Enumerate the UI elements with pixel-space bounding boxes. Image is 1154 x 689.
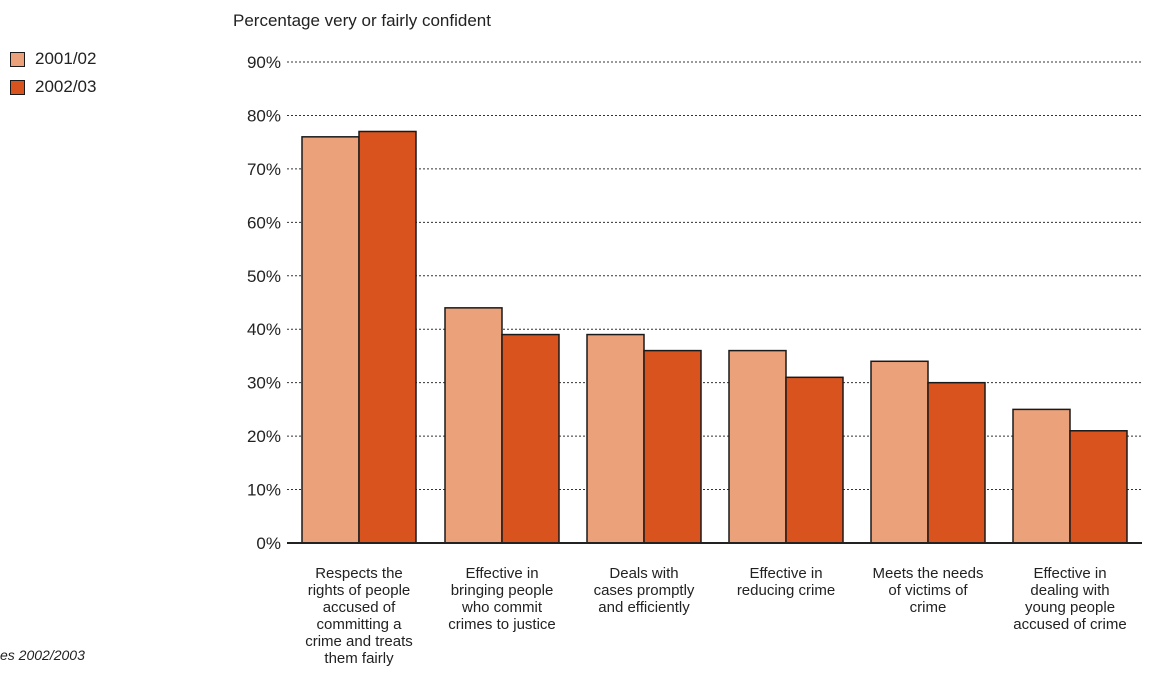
legend-item-2002-03: 2002/03 (10, 77, 96, 97)
source-note: es 2002/2003 (0, 647, 85, 663)
bar (358, 130, 417, 544)
x-category-label: Meets the needs of victims of crime (873, 565, 984, 616)
y-tick-label: 90% (247, 53, 281, 72)
y-tick-label: 50% (247, 267, 281, 286)
x-category-label: Effective in reducing crime (737, 565, 835, 599)
x-category-label: Deals with cases promptly and efficiently (594, 565, 695, 616)
legend-swatch-2001-02 (10, 51, 25, 67)
y-tick-label: 10% (247, 481, 281, 500)
legend-label: 2002/03 (35, 77, 97, 96)
y-tick-label: 60% (247, 213, 281, 232)
bar (1012, 408, 1071, 544)
y-tick-label: 40% (247, 320, 281, 339)
x-category-label: Respects the rights of people accused of co… (305, 565, 413, 667)
bar (301, 136, 360, 544)
gridlines (287, 61, 1142, 491)
y-axis-ticks: 0% 10% 20% 30% 40% 50% 60% 70% 80% 90% (247, 53, 281, 553)
bar (444, 307, 503, 544)
y-tick-label: 0% (256, 534, 281, 553)
bars (301, 130, 1128, 544)
bar (1069, 430, 1128, 544)
y-tick-label: 70% (247, 160, 281, 179)
chart-title: Percentage very or fairly confident (233, 11, 491, 30)
x-category-label: Effective in bringing people who commit cri… (448, 565, 556, 633)
y-tick-label: 30% (247, 374, 281, 393)
y-tick-label: 20% (247, 427, 281, 446)
bar (785, 376, 844, 544)
x-category-label: Effective in dealing with young people accu… (1013, 565, 1126, 633)
bar (728, 349, 787, 544)
bar (643, 349, 702, 544)
bar (870, 360, 929, 544)
category-labels: Respects the rights of people accused of co… (305, 565, 1126, 667)
bar (586, 333, 645, 544)
legend-item-2001-02: 2001/02 (10, 49, 96, 69)
legend: 2001/02 2002/03 (10, 49, 96, 105)
legend-label: 2001/02 (35, 49, 97, 68)
bar (927, 381, 986, 544)
bar (501, 333, 560, 544)
y-tick-label: 80% (247, 106, 281, 125)
legend-swatch-2002-03 (10, 79, 25, 95)
